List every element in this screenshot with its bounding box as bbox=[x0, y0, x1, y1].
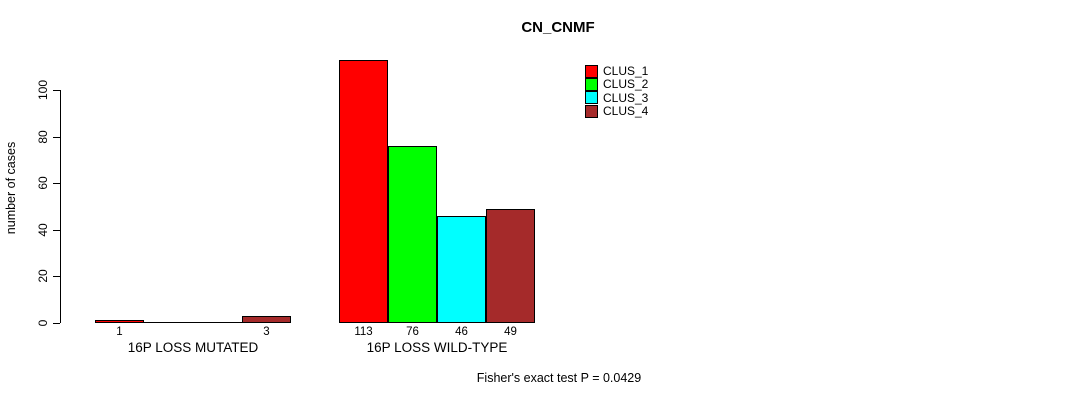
bar-clus_4 bbox=[242, 316, 291, 323]
legend-label: CLUS_1 bbox=[603, 64, 649, 78]
y-tick-label: 60 bbox=[36, 176, 50, 190]
legend-swatch-clus_1 bbox=[585, 64, 598, 78]
y-axis-tick bbox=[53, 229, 60, 231]
legend-item: CLUS_2 bbox=[585, 77, 648, 91]
y-axis-title: number of cases bbox=[4, 141, 18, 235]
y-axis-tick bbox=[53, 276, 60, 278]
bar-value-label: 113 bbox=[354, 326, 373, 338]
legend-item: CLUS_1 bbox=[585, 64, 648, 78]
legend-item: CLUS_3 bbox=[585, 91, 648, 105]
y-axis-tick bbox=[53, 136, 60, 138]
bar-clus_3 bbox=[437, 216, 486, 323]
bar-value-label: 49 bbox=[504, 326, 517, 338]
y-tick-label: 20 bbox=[36, 269, 50, 284]
legend-swatch-clus_3 bbox=[585, 91, 598, 105]
y-axis-tick bbox=[53, 323, 60, 324]
bar-clus_3-zero bbox=[193, 322, 242, 323]
y-tick-label: 100 bbox=[36, 79, 50, 101]
legend-label: CLUS_2 bbox=[603, 77, 649, 92]
legend-swatch-clus_4 bbox=[585, 104, 598, 118]
y-axis-tick bbox=[53, 90, 60, 91]
y-tick-label: 40 bbox=[36, 223, 50, 237]
footer-text: Fisher's exact test P = 0.0429 bbox=[476, 371, 642, 385]
y-tick-label: 0 bbox=[36, 319, 50, 327]
bar-clus_1 bbox=[95, 320, 144, 323]
bar-value-label: 76 bbox=[406, 326, 419, 338]
legend-swatch-clus_2 bbox=[585, 77, 598, 91]
y-tick-label: 80 bbox=[36, 129, 50, 144]
legend-label: CLUS_3 bbox=[603, 90, 649, 105]
bar-value-label: 46 bbox=[455, 326, 468, 338]
bar-value-label: 1 bbox=[116, 326, 123, 338]
y-axis-tick bbox=[53, 183, 60, 185]
bar-clus_4 bbox=[486, 209, 535, 323]
legend-label: CLUS_4 bbox=[603, 104, 649, 119]
chart-title: CN_CNMF bbox=[521, 19, 595, 36]
x-category-label: 16P LOSS WILD-TYPE bbox=[366, 340, 508, 355]
bar-clus_1 bbox=[339, 60, 388, 323]
bar-value-label: 3 bbox=[263, 326, 270, 338]
bar-clus_2-zero bbox=[144, 322, 193, 323]
y-axis-line bbox=[60, 90, 61, 323]
legend-item: CLUS_4 bbox=[585, 104, 648, 118]
bar-clus_2 bbox=[388, 146, 437, 323]
x-category-label: 16P LOSS MUTATED bbox=[127, 340, 259, 355]
